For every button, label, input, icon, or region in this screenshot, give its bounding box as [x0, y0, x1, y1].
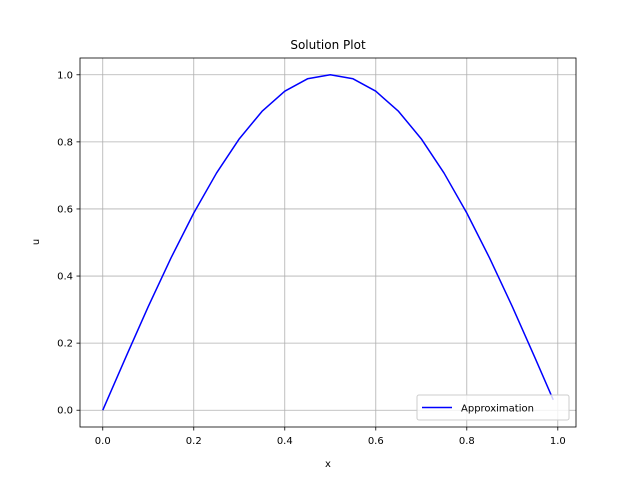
x-tick-label: 0.4: [277, 436, 293, 447]
plot-area-frame: [79, 57, 577, 428]
y-tick-label: 0.0: [57, 406, 73, 417]
y-tick-label: 0.8: [57, 137, 73, 148]
x-axis-label: x: [325, 459, 331, 470]
y-axis-label: u: [31, 239, 42, 245]
y-tick-label: 1.0: [57, 70, 73, 81]
legend-box: [416, 394, 570, 421]
y-axis-ticks: 0.0 0.2 0.4 0.6 0.8 1.0: [57, 70, 80, 417]
chart-title: Solution Plot: [290, 38, 366, 52]
legend: Approximation: [416, 394, 570, 421]
series-layer: [102, 74, 554, 411]
x-tick-label: 0.6: [368, 436, 384, 447]
x-axis-ticks: 0.0 0.2 0.4 0.6 0.8 1.0: [95, 427, 566, 447]
x-tick-label: 0.2: [186, 436, 202, 447]
y-tick-label: 0.4: [57, 272, 73, 283]
series-line-approximation: [102, 74, 554, 411]
y-tick-label: 0.6: [57, 204, 73, 215]
legend-label-approximation: Approximation: [461, 404, 534, 415]
y-tick-label: 0.2: [57, 339, 73, 350]
x-tick-label: 0.0: [95, 436, 111, 447]
x-tick-label: 0.8: [459, 436, 475, 447]
x-tick-label: 1.0: [550, 436, 566, 447]
